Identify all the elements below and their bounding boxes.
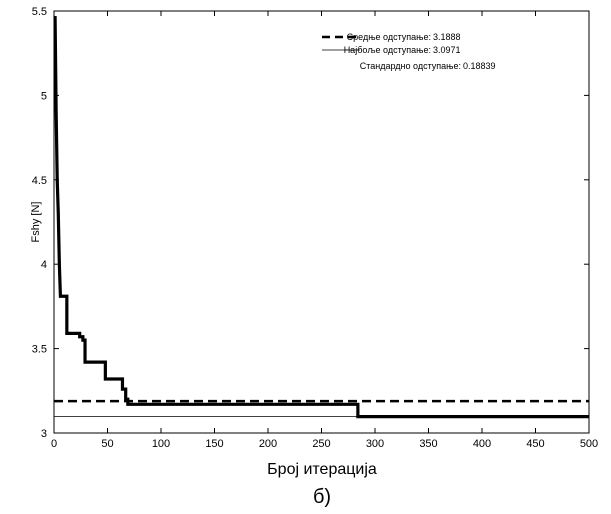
x-tick-label: 150 bbox=[205, 438, 223, 450]
x-tick-label: 450 bbox=[526, 438, 544, 450]
x-tick-label: 0 bbox=[51, 438, 57, 450]
legend-mean-label: Средње одступање: bbox=[347, 32, 431, 42]
legend-std-label: Стандардно одступање: bbox=[360, 61, 461, 71]
y-tick-label: 3 bbox=[41, 428, 47, 440]
y-tick-label: 4 bbox=[41, 259, 47, 271]
x-tick-label: 500 bbox=[580, 438, 598, 450]
x-tick-label: 250 bbox=[312, 438, 330, 450]
y-tick-label: 5 bbox=[41, 90, 47, 102]
figure-caption: б) bbox=[313, 486, 331, 508]
x-axis-title: Број итерација bbox=[267, 461, 377, 478]
x-tick-label: 400 bbox=[473, 438, 491, 450]
legend-std-value: 0.18839 bbox=[463, 61, 496, 71]
legend-mean-value: 3.1888 bbox=[433, 32, 461, 42]
series-convergence-curve bbox=[53, 16, 589, 419]
x-tick-label: 300 bbox=[366, 438, 384, 450]
legend-best-value: 3.0971 bbox=[433, 45, 461, 55]
x-tick-label: 200 bbox=[259, 438, 277, 450]
plot-frame bbox=[53, 10, 590, 434]
x-tick-label: 100 bbox=[152, 438, 170, 450]
x-tick-label: 350 bbox=[419, 438, 437, 450]
y-tick-label: 3.5 bbox=[32, 344, 47, 356]
legend: Средње одступање: 3.1888 Најбоље одступа… bbox=[322, 32, 496, 71]
y-tick-label: 4.5 bbox=[32, 175, 47, 187]
y-axis-title: Fshy [N] bbox=[30, 202, 42, 243]
legend-best-label: Најбоље одступање: bbox=[344, 45, 431, 55]
y-tick-label: 5.5 bbox=[32, 6, 47, 18]
x-tick-label: 50 bbox=[101, 438, 113, 450]
